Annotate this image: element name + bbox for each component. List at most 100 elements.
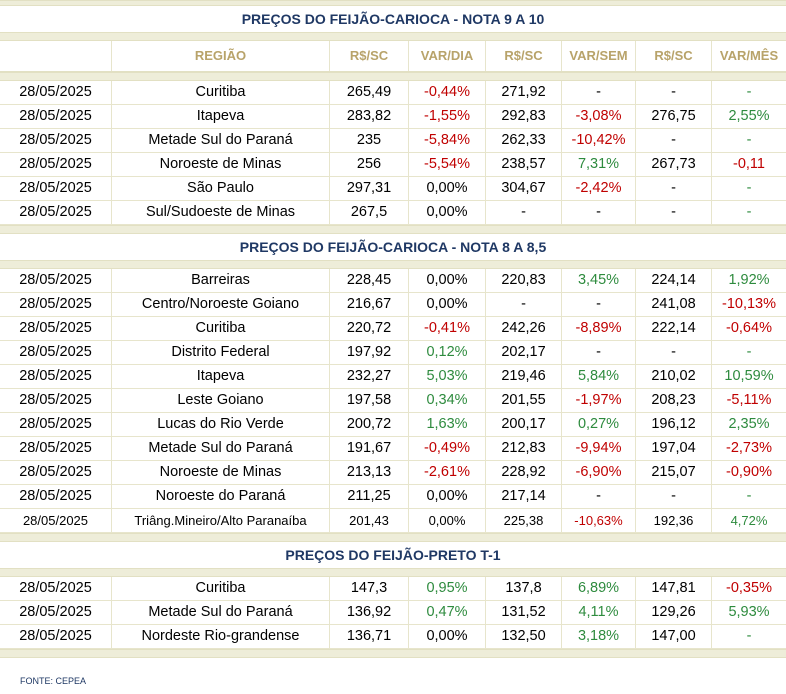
cell-var-sem: -6,90% [562, 461, 636, 484]
cell-var-mes: - [746, 132, 752, 148]
cell-price-week: 292,83 [486, 105, 562, 128]
band-1 [0, 32, 786, 41]
cell-region: São Paulo [112, 177, 330, 200]
table-row: 28/05/2025 Curitiba 265,49 -0,44% 271,92- - - [0, 81, 786, 105]
cell-var-mes: -0,64% [726, 320, 772, 336]
table-row: 28/05/2025 Noroeste de Minas 256 -5,54% 238,… [0, 153, 786, 177]
header-rs-sc-3: R$/SC [636, 41, 712, 71]
cell-var-dia: -5,54% [409, 153, 486, 176]
cell-var-dia: 5,03% [409, 365, 486, 388]
cell-price-month: - [636, 201, 712, 224]
cell-price-month: 215,07 [636, 461, 712, 484]
cell-var-sem: - [562, 201, 636, 224]
cell-date: 28/05/2025 [0, 509, 112, 532]
table-row: 28/05/2025 Metade Sul do Paraná 136,92 0,47… [0, 601, 786, 625]
cell-date: 28/05/2025 [0, 625, 112, 648]
cell-price-month: - [636, 485, 712, 508]
cell-var-dia: 0,00% [409, 269, 486, 292]
cell-price-week: - [486, 293, 562, 316]
cell-price-week: 202,17 [486, 341, 562, 364]
header-date [0, 41, 112, 71]
price-table: PREÇOS DO FEIJÃO-CARIOCA - NOTA 9 A 10 R… [0, 0, 786, 658]
header-rs-sc-2: R$/SC [486, 41, 562, 71]
cell-var-sem: 7,31% [562, 153, 636, 176]
section-rows-carioca-8-85: 28/05/2025 Barreiras 228,45 0,00% 220,83 3,45… [0, 269, 786, 533]
cell-date: 28/05/2025 [0, 341, 112, 364]
cell-var-mes: 2,35% [728, 416, 770, 432]
cell-var-mes: 4,72% [730, 513, 768, 528]
cell-region: Nordeste Rio-grandense [112, 625, 330, 648]
section-rows-preto-t1: 28/05/2025 Curitiba 147,3 0,95% 137,8 6,89% 14… [0, 577, 786, 649]
cell-price-month: 208,23 [636, 389, 712, 412]
cell-region: Curitiba [112, 81, 330, 104]
table-row: 28/05/2025 Distrito Federal 197,92 0,12% 202… [0, 341, 786, 365]
cell-var-mes: -10,13% [721, 296, 776, 312]
cell-price-day: 232,27 [330, 365, 409, 388]
table-row: 28/05/2025 Triâng.Mineiro/Alto Paranaíba 2… [0, 509, 786, 533]
cell-var-mes: - [746, 344, 752, 360]
cell-price-month: - [636, 341, 712, 364]
cell-price-day: 228,45 [330, 269, 409, 292]
cell-region: Noroeste de Minas [112, 461, 330, 484]
cell-date: 28/05/2025 [0, 105, 112, 128]
band-5 [0, 533, 786, 542]
cell-price-day: 211,25 [330, 485, 409, 508]
table-row: 28/05/2025 Metade Sul do Paraná 235 -5,84% 2… [0, 129, 786, 153]
cell-price-month: 197,04 [636, 437, 712, 460]
cell-var-sem: 5,84% [562, 365, 636, 388]
table-row: 28/05/2025 Sul/Sudoeste de Minas 267,5 0,00… [0, 201, 786, 225]
cell-price-day: 197,58 [330, 389, 409, 412]
cell-var-mes: - [746, 488, 752, 504]
cell-date: 28/05/2025 [0, 269, 112, 292]
cell-price-week: 219,46 [486, 365, 562, 388]
cell-var-sem: -2,42% [562, 177, 636, 200]
cell-var-dia: 0,00% [409, 293, 486, 316]
cell-region: Leste Goiano [112, 389, 330, 412]
cell-region: Triâng.Mineiro/Alto Paranaíba [112, 509, 330, 532]
table-row: 28/05/2025 Curitiba 220,72 -0,41% 242,26 -8,8… [0, 317, 786, 341]
table-row: 28/05/2025 São Paulo 297,31 0,00% 304,67 -2,4… [0, 177, 786, 201]
cell-var-sem: -10,42% [562, 129, 636, 152]
cell-price-month: 241,08 [636, 293, 712, 316]
cell-var-mes: 10,59% [724, 368, 774, 384]
cell-var-mes: 2,55% [728, 108, 770, 124]
cell-region: Sul/Sudoeste de Minas [112, 201, 330, 224]
section-title-preto-t1: PREÇOS DO FEIJÃO-PRETO T-1 [0, 542, 786, 568]
cell-region: Curitiba [112, 317, 330, 340]
cell-price-week: 271,92 [486, 81, 562, 104]
cell-region: Metade Sul do Paraná [112, 601, 330, 624]
cell-var-mes: -0,35% [726, 580, 772, 596]
band-7 [0, 649, 786, 658]
cell-date: 28/05/2025 [0, 437, 112, 460]
cell-var-sem: - [562, 341, 636, 364]
cell-var-dia: -2,61% [409, 461, 486, 484]
cell-price-day: 191,67 [330, 437, 409, 460]
cell-var-sem: -3,08% [562, 105, 636, 128]
cell-price-week: 220,83 [486, 269, 562, 292]
cell-var-sem: 3,18% [562, 625, 636, 648]
cell-price-day: 283,82 [330, 105, 409, 128]
cell-price-day: 265,49 [330, 81, 409, 104]
cell-price-month: 147,81 [636, 577, 712, 600]
cell-var-dia: 0,95% [409, 577, 486, 600]
cell-var-sem: 4,11% [562, 601, 636, 624]
cell-var-sem: -9,94% [562, 437, 636, 460]
table-row: 28/05/2025 Centro/Noroeste Goiano 216,67 0,… [0, 293, 786, 317]
cell-price-week: 131,52 [486, 601, 562, 624]
cell-date: 28/05/2025 [0, 365, 112, 388]
cell-region: Lucas do Rio Verde [112, 413, 330, 436]
cell-var-dia: 0,12% [409, 341, 486, 364]
cell-price-month: - [636, 81, 712, 104]
cell-date: 28/05/2025 [0, 81, 112, 104]
cell-var-mes: -0,90% [726, 464, 772, 480]
cell-price-day: 201,43 [330, 509, 409, 532]
cell-price-day: 216,67 [330, 293, 409, 316]
cell-price-month: - [636, 129, 712, 152]
cell-price-month: 224,14 [636, 269, 712, 292]
table-row: 28/05/2025 Lucas do Rio Verde 200,72 1,63% 2… [0, 413, 786, 437]
cell-price-week: 217,14 [486, 485, 562, 508]
cell-date: 28/05/2025 [0, 389, 112, 412]
band-3 [0, 225, 786, 234]
cell-var-sem: -10,63% [562, 509, 636, 532]
cell-var-sem: - [562, 293, 636, 316]
